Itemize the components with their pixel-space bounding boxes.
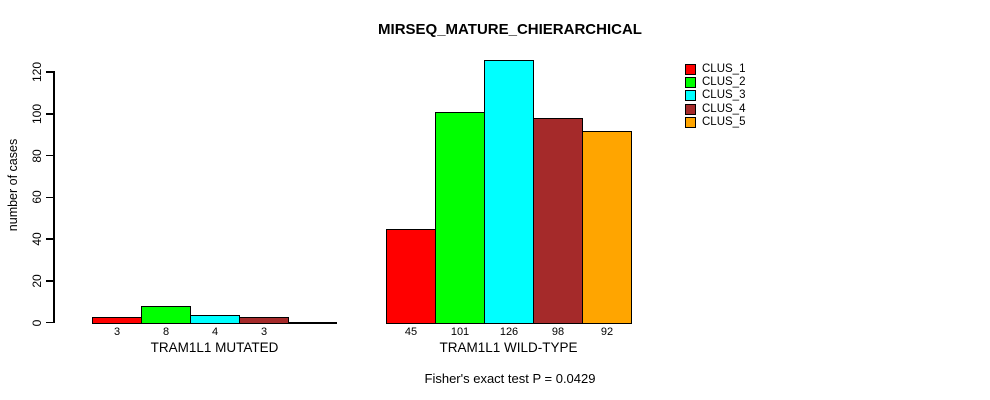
bar-clus_1 [92,316,142,324]
bar-value-label: 92 [600,326,614,338]
y-axis-tick-label: 100 [30,103,44,124]
y-axis-tick [46,238,54,240]
legend-item: CLUS_2 [685,76,745,89]
bar-clus_1 [386,228,436,324]
bar-clus_4 [533,117,583,324]
legend-label: CLUS_2 [702,76,746,89]
bar-clus_2 [141,305,191,324]
stat-test-annotation: Fisher's exact test P = 0.0429 [424,371,596,386]
y-axis-tick-label: 120 [30,61,44,83]
bar-value-label: 45 [404,326,418,338]
legend-label: CLUS_4 [702,102,746,115]
y-axis-tick [46,71,54,73]
category-label: TRAM1L1 MUTATED [150,340,279,355]
legend-item: CLUS_1 [685,63,745,76]
legend-item: CLUS_5 [685,116,745,129]
legend-label: CLUS_5 [702,115,746,128]
bar-clus_4 [239,316,289,324]
y-axis-tick [46,113,54,115]
y-axis-label: number of cases [6,138,20,232]
bar-value-label: 3 [113,326,121,338]
y-axis-tick-label: 20 [30,274,44,288]
y-axis-tick-label: 80 [30,148,44,163]
legend: CLUS_1 CLUS_2 CLUS_3 CLUS_4 CLUS_5 [685,63,745,129]
bar-value-label: 8 [162,326,170,338]
legend-swatch-icon [685,116,696,128]
bar-value-label: 101 [450,326,470,338]
legend-swatch-icon [685,90,696,102]
legend-swatch-icon [685,77,696,89]
y-axis-tick-label: 40 [30,232,44,246]
legend-item: CLUS_3 [685,89,745,102]
chart-title: MIRSEQ_MATURE_CHIERARCHICAL [378,21,642,38]
y-axis-tick [46,280,54,282]
bar-clus_3 [484,59,534,324]
bar-value-label: 126 [499,326,519,338]
bar-clus_5 [582,130,632,324]
bar-value-label: 4 [211,326,219,338]
legend-swatch-icon [685,64,696,76]
y-axis-tick [46,196,54,198]
bar-clus_3 [190,314,240,324]
bar-value-label: 3 [260,326,268,338]
legend-swatch-icon [685,103,696,115]
legend-item: CLUS_4 [685,103,745,116]
legend-label: CLUS_3 [702,89,746,102]
legend-label: CLUS_1 [702,63,746,76]
y-axis-tick-label: 60 [30,190,44,204]
bar-clus_2 [435,111,485,324]
y-axis-tick-label: 0 [30,319,44,326]
bar-value-label: 98 [551,326,565,338]
category-label: TRAM1L1 WILD-TYPE [439,340,578,355]
y-axis-tick [46,321,54,324]
y-axis-tick [46,154,54,157]
